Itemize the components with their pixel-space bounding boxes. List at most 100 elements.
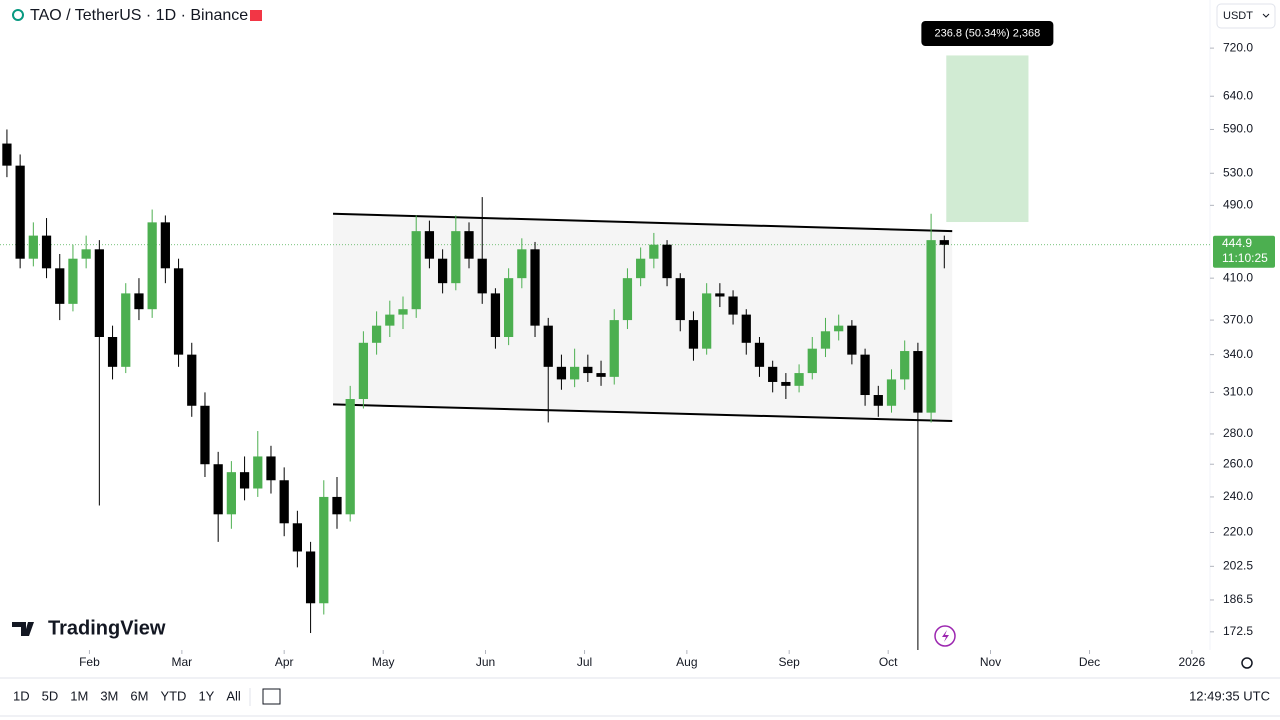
candle-body [649,244,659,259]
y-tick-label: 340.0 [1223,347,1253,361]
candle-body [860,354,870,396]
candle-body [543,325,553,367]
candle-body [213,464,223,515]
y-tick-label: 640.0 [1223,88,1253,102]
candle-body [622,278,633,321]
candle-body [504,278,514,337]
symbol-title: TAO / TetherUS · 1D · Binance [30,7,248,24]
candle-body [477,258,487,294]
y-tick-label: 490.0 [1223,198,1253,212]
measure-label: 236.8 (50.34%) 2,368 [934,27,1040,39]
candle-body [292,523,303,552]
candle-body [319,496,329,604]
candle-body [107,336,118,367]
settings-icon[interactable] [1241,657,1253,669]
candle-body [305,551,316,604]
candle-body [358,342,369,400]
y-tick-label: 370.0 [1223,312,1253,326]
range-button[interactable]: All [226,688,241,703]
candle-body [279,480,289,524]
candle-body [253,456,263,489]
candle-body [636,258,646,279]
y-tick-label: 220.0 [1223,525,1253,539]
candle-body [81,249,91,259]
channel-lower-line [333,403,953,423]
candle-body [332,496,342,515]
range-buttons: 1D 5D 1M 3M 6M YTD 1Y All [13,688,241,703]
x-tick-label: May [372,655,395,669]
y-tick-label: 530.0 [1223,165,1253,179]
candle-body [147,222,157,310]
candle-body [820,331,831,349]
candle-body [371,325,382,343]
range-button[interactable]: 3M [100,688,118,703]
candle-body [517,249,527,279]
x-tick-label: Jun [476,655,495,669]
candle-body [121,293,131,367]
range-button[interactable]: YTD [160,688,186,703]
candle-body [68,258,78,304]
range-button[interactable]: 1Y [198,688,214,703]
candle-body [173,268,184,355]
y-tick-label: 186.5 [1223,592,1253,606]
candle-body [200,405,210,465]
x-tick-label: Nov [980,655,1001,669]
candle-body [807,348,817,374]
candle-body [15,165,25,259]
candle-body [886,379,897,406]
x-tick-label: Dec [1079,655,1100,669]
y-tick-label: 172.5 [1223,624,1253,638]
candle-body [266,456,276,481]
channel-fill [333,213,953,422]
range-button[interactable]: 6M [130,688,148,703]
candle-body [688,320,699,349]
flag[interactable] [250,10,262,21]
candle-body [834,325,844,332]
candle-body [728,296,738,315]
symbol-icon [12,9,24,21]
y-tick-label: 202.5 [1223,559,1253,573]
price-tag-value: 444.9 [1222,236,1252,250]
date-range-icon[interactable] [262,688,281,705]
candle-body [596,373,606,377]
candle-body [662,244,672,279]
candle-body [715,293,725,297]
measure-label-box [921,21,1054,46]
candle-body [583,366,593,374]
candle-body [411,231,421,310]
range-button[interactable]: 1M [70,688,88,703]
candle-body [226,472,236,515]
candle-body [55,268,65,304]
candle-body [609,320,619,377]
brand-logo [12,622,34,636]
measure-box [946,55,1029,223]
candle-body [768,366,778,382]
events-bolt [942,630,949,642]
clock: 12:49:35 UTC [1189,688,1270,703]
channel-upper-line [333,212,953,233]
y-tick-label: 310.0 [1223,385,1253,399]
candle-body [939,240,949,245]
price-tag [1213,235,1275,268]
price-tag-countdown: 11:10:25 [1222,251,1268,265]
currency-label: USDT [1223,10,1253,22]
y-tick-label: 240.0 [1223,489,1253,503]
range-button[interactable]: 5D [42,688,59,703]
x-tick-label: Mar [172,655,193,669]
x-tick-label: Feb [79,655,100,669]
candle-body [900,351,910,380]
candle-body [781,381,791,386]
y-tick-label: 720.0 [1223,40,1253,54]
candle-body [873,395,883,406]
candle-body [2,143,12,166]
x-tick-label: Jul [577,655,592,669]
candle-body [675,278,685,321]
candle-body [424,231,435,259]
candle-body [741,314,751,343]
range-button[interactable]: 1D [13,688,30,703]
candle-body [702,293,712,349]
currency-dropdown[interactable] [1216,3,1276,29]
candle-body [398,309,408,315]
